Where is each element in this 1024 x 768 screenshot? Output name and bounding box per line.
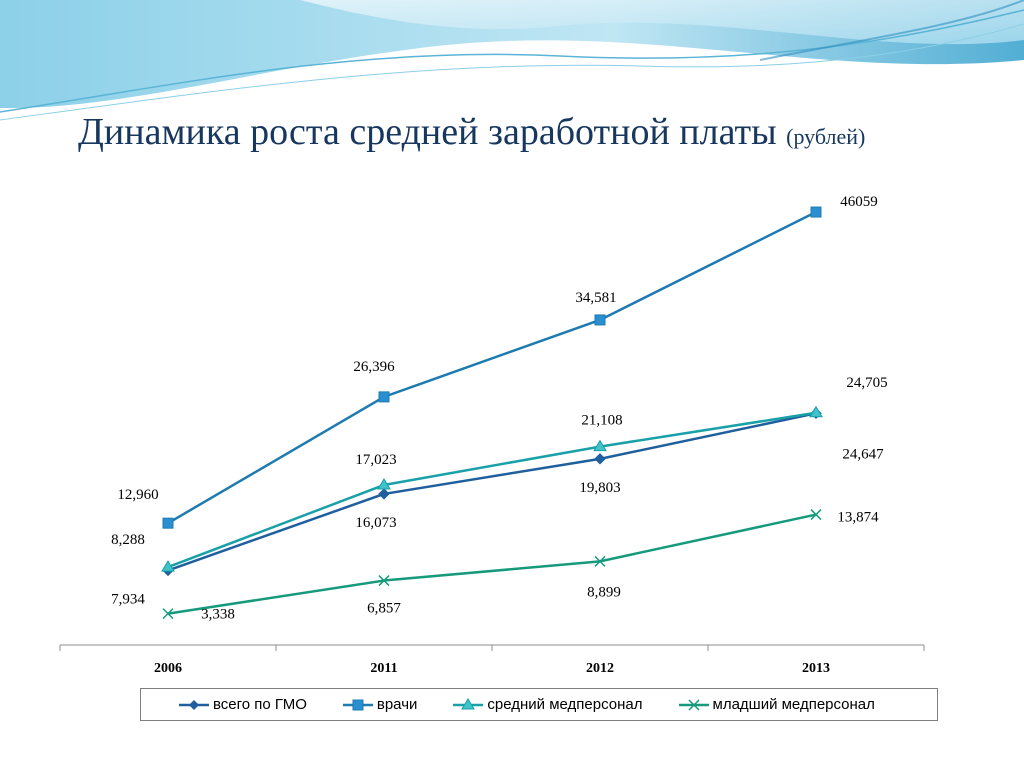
legend-item-junior_staff: младший медперсонал: [678, 696, 875, 713]
legend-item-doctors: врачи: [342, 696, 418, 713]
marker-junior_staff-2013: [810, 509, 822, 521]
marker-mid_staff-2006: [161, 560, 175, 572]
legend-label-doctors: врачи: [376, 696, 418, 713]
data-label-doctors-2013: 46059: [840, 194, 878, 210]
marker-junior_staff-2006: [162, 608, 174, 620]
marker-junior_staff-2012: [594, 555, 606, 567]
data-label-junior_staff-2006: 3,338: [201, 607, 235, 623]
data-label-mid_staff-2011: 17,023: [355, 452, 396, 468]
x-tick-label-2006: 2006: [154, 661, 182, 676]
slide-title-unit: (рублей): [786, 124, 866, 149]
chart-legend: всего по ГМО врачи средний медперсонал млад…: [140, 688, 938, 721]
data-label-total-2013: 24,647: [842, 446, 884, 462]
data-label-doctors-2012: 34,581: [575, 290, 616, 306]
legend-label-mid_staff: средний медперсонал: [487, 696, 643, 713]
x-tick-label-2013: 2013: [802, 661, 830, 676]
x-tick-label-2012: 2012: [586, 661, 614, 676]
marker-doctors-2006: [162, 517, 174, 529]
marker-mid_staff-2012: [593, 439, 607, 452]
data-label-mid_staff-2013: 24,705: [846, 375, 887, 391]
data-label-doctors-2011: 26,396: [353, 359, 395, 375]
data-label-junior_staff-2013: 13,874: [837, 510, 879, 526]
legend-swatch-junior_staff: [678, 698, 709, 711]
slide-title-text: Динамика роста средней заработной платы: [78, 111, 777, 153]
data-label-total-2011: 16,073: [355, 515, 396, 531]
x-tick-label-2011: 2011: [370, 661, 397, 676]
series-line-total: [167, 412, 817, 572]
legend-swatch-mid_staff: [453, 697, 484, 709]
data-label-mid_staff-2006: 8,288: [111, 532, 145, 548]
marker-mid_staff-2011: [377, 478, 391, 490]
legend-swatch-doctors: [342, 699, 373, 710]
header-wave-decoration: [0, 0, 1024, 121]
marker-mid_staff-2013: [809, 405, 823, 418]
data-label-junior_staff-2012: 8,899: [587, 584, 621, 600]
marker-doctors-2011: [378, 391, 390, 403]
marker-doctors-2012: [594, 314, 606, 326]
series-line-junior_staff: [167, 513, 817, 615]
data-label-mid_staff-2012: 21,108: [581, 413, 622, 429]
data-label-junior_staff-2011: 6,857: [367, 601, 401, 617]
marker-total-2011: [378, 488, 390, 500]
data-label-total-2012: 19,803: [579, 480, 620, 496]
slide-title: Динамика роста средней заработной платы …: [78, 110, 865, 154]
legend-item-mid_staff: средний медперсонал: [453, 696, 643, 713]
data-label-doctors-2006: 12,960: [117, 487, 158, 503]
salary-line-chart: 2006 2011 2012 2013 7,934 16,073 19,803 24,647 1…: [59, 194, 925, 676]
marker-junior_staff-2011: [378, 575, 390, 587]
legend-label-total: всего по ГМО: [213, 696, 307, 713]
series-line-doctors: [167, 210, 817, 525]
data-label-total-2006: 7,934: [111, 591, 145, 607]
marker-doctors-2013: [810, 206, 822, 218]
series-line-mid_staff: [167, 411, 817, 569]
legend-label-junior_staff: младший медперсонал: [712, 696, 875, 713]
legend-item-total: всего по ГМО: [179, 696, 307, 713]
legend-swatch-total: [179, 699, 209, 710]
marker-total-2012: [594, 453, 606, 465]
